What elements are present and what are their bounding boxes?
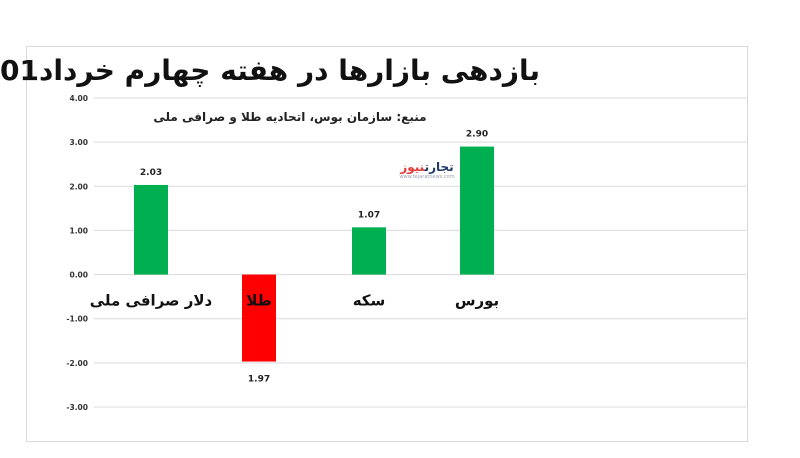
- data-label: 2.90: [466, 130, 488, 140]
- data-label: 1.97: [248, 375, 270, 385]
- bar: [134, 184, 168, 275]
- y-tick-label: 1.00: [69, 226, 88, 235]
- bar: [460, 146, 494, 275]
- bar: [242, 274, 276, 362]
- category-label: دلار صرافی ملی: [90, 292, 213, 310]
- watermark-name-part2: نیوز: [400, 160, 425, 174]
- bars: [134, 146, 494, 362]
- watermark-url: www.tejaratnews.com: [399, 174, 455, 180]
- category-labels: دلار صرافی ملی طلا سکه بورس: [90, 292, 499, 310]
- category-label: طلا: [246, 292, 272, 310]
- category-label: سکه: [353, 292, 386, 310]
- y-tick-label: -3.00: [66, 403, 88, 412]
- gridlines: [94, 97, 746, 408]
- watermark-name: تجارتنیوز: [392, 160, 462, 174]
- watermark-logo: تجارتنیوز www.tejaratnews.com: [392, 160, 462, 180]
- source-note: منبع: سازمان بوس، اتحادیه طلا و صرافی مل…: [153, 110, 427, 124]
- y-axis-ticks: 4.00 3.00 2.00 1.00 0.00 -1.00 -2.00 -3.00: [66, 94, 88, 412]
- y-tick-label: 2.00: [69, 182, 88, 191]
- y-tick-label: 0.00: [69, 271, 88, 280]
- chart-title: بازدهی بازارها در هفته چهارم خرداد1401: [0, 54, 540, 87]
- y-tick-label: 3.00: [69, 138, 88, 147]
- y-tick-label: -1.00: [66, 315, 88, 324]
- bar: [352, 227, 386, 275]
- data-label: 2.03: [140, 168, 162, 178]
- y-tick-label: 4.00: [69, 94, 88, 103]
- y-tick-label: -2.00: [66, 359, 88, 368]
- data-labels: 2.03 1.97 1.07 2.90: [140, 130, 488, 385]
- data-label: 1.07: [358, 210, 380, 220]
- category-label: بورس: [455, 292, 499, 310]
- watermark-name-part1: تجارت: [424, 160, 454, 174]
